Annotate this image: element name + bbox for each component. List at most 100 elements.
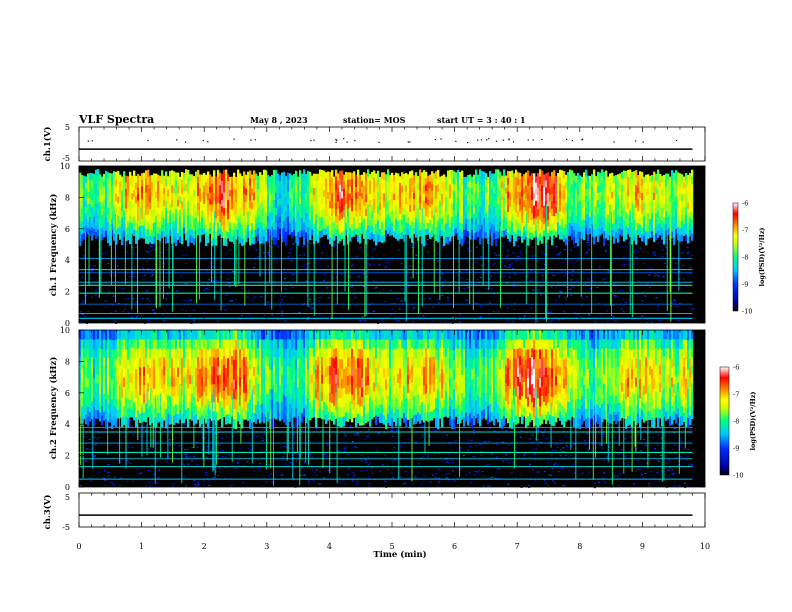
spectrogram-speckle [157, 477, 160, 479]
spectrogram-cell [681, 200, 684, 208]
spectrogram-cell [481, 231, 484, 239]
spectrogram-cell [641, 199, 644, 207]
spectrogram-cell [543, 223, 546, 231]
spectrogram-speckle [281, 455, 284, 458]
spectrogram-cell [363, 178, 366, 186]
spectrogram-speckle [188, 315, 191, 317]
spectrogram-cell [459, 207, 462, 216]
spectrogram-speckle [163, 320, 166, 322]
spectrogram-speckle [505, 460, 508, 462]
spectrogram-speckle [303, 254, 306, 256]
spectrogram-cell [509, 220, 512, 228]
spectrogram-cell [335, 215, 338, 223]
spectrogram-speckle [480, 450, 483, 452]
spectrogram-speckle [127, 461, 130, 463]
spectrogram-speckle [282, 445, 285, 447]
spectrogram-speckle [225, 252, 228, 255]
spectrogram-cell [475, 169, 478, 177]
spectrogram-speckle [179, 452, 182, 454]
spectrogram-cell [307, 206, 310, 214]
spectrogram-cell [417, 214, 420, 222]
spectrogram-cell [469, 180, 472, 188]
spectrogram-cell [273, 229, 276, 238]
spectrogram-speckle [263, 427, 266, 429]
spectrogram-cell [307, 177, 310, 186]
spectrogram-cell [471, 182, 474, 189]
spectrogram-speckle [433, 429, 436, 432]
spectrogram-cell [501, 193, 504, 201]
spectrogram-speckle [508, 444, 511, 446]
spectrogram-cell [245, 215, 248, 223]
spectrogram-cell [377, 220, 380, 228]
spectrogram-cell [161, 170, 164, 178]
spectrogram-cell [451, 223, 454, 230]
spectrogram-cell [291, 181, 294, 189]
spectrogram-cell [439, 182, 442, 189]
spectrogram-cell [171, 236, 174, 244]
spectrogram-cell [357, 220, 360, 228]
spectrogram-cell [471, 211, 474, 219]
spectrogram-cell [497, 210, 500, 218]
spectrogram-speckle [208, 420, 211, 422]
spectrogram-cell [611, 185, 614, 193]
spectrogram-cell [257, 201, 260, 209]
spectrogram-cell [521, 183, 524, 190]
spectrogram-cell [631, 186, 634, 194]
spectrogram-speckle [585, 251, 588, 254]
spectrogram-speckle [101, 252, 104, 255]
spectrogram-speckle [418, 263, 421, 265]
spectrogram-cell [143, 218, 146, 226]
spectrogram-speckle [309, 298, 312, 300]
spectrogram-speckle [177, 257, 180, 259]
spectrogram-cell [649, 194, 652, 201]
spectrogram-cell [121, 203, 124, 211]
spectrogram-speckle [532, 469, 535, 471]
spectrogram-speckle [347, 468, 350, 470]
spectrogram-speckle [559, 454, 562, 457]
spectrogram-cell [137, 180, 140, 188]
spectrogram-speckle [412, 306, 415, 309]
header-date: May 8 , 2023 [250, 115, 308, 125]
spectrogram-cell [109, 230, 112, 239]
spectrogram-cell [79, 223, 82, 232]
spectrogram-cell [227, 219, 230, 226]
spectrogram-speckle [650, 321, 653, 323]
spectrogram-cell [341, 184, 344, 192]
spectrogram-cell [519, 185, 522, 193]
spectrogram-cell [115, 200, 118, 209]
spectrogram-cell [553, 209, 556, 217]
spectrogram-speckle [563, 248, 566, 251]
spectrogram-speckle [655, 297, 658, 299]
spectrogram-cell [97, 195, 100, 203]
spectrogram-cell [481, 184, 484, 192]
spectrogram-cell [477, 187, 480, 194]
spectrogram-speckle [125, 278, 128, 281]
spectrogram-cell [91, 206, 94, 214]
spectrogram-cell [191, 174, 194, 182]
spectrogram-speckle [662, 291, 665, 293]
spectrogram-cell [395, 225, 398, 233]
spectrogram-speckle [500, 274, 503, 276]
spectrogram-cell [209, 227, 212, 235]
spectrogram-speckle [340, 462, 343, 464]
spectrogram-cell [285, 231, 288, 239]
spectrogram-speckle [563, 275, 566, 277]
spectrogram-cell [567, 184, 570, 192]
spectrogram-cell [167, 176, 170, 184]
spectrogram-cell [391, 191, 394, 198]
spectrogram-cell [243, 230, 246, 238]
spectrogram-cell [123, 184, 126, 192]
spectrogram-cell [581, 201, 584, 209]
spectrogram-cell [299, 230, 302, 238]
spectrogram-cell [241, 210, 244, 219]
spectrogram-speckle [536, 444, 539, 446]
spectrogram-cell [271, 213, 274, 221]
spectrogram-cell [559, 169, 562, 177]
spectrogram-cell [509, 178, 512, 186]
spectrogram-cell [589, 210, 592, 217]
spectrogram-cell [485, 199, 488, 207]
spectrogram-cell [243, 208, 246, 216]
spectrogram-cell [193, 237, 196, 246]
spectrogram-speckle [390, 477, 393, 480]
spectrogram-cell [451, 229, 454, 237]
